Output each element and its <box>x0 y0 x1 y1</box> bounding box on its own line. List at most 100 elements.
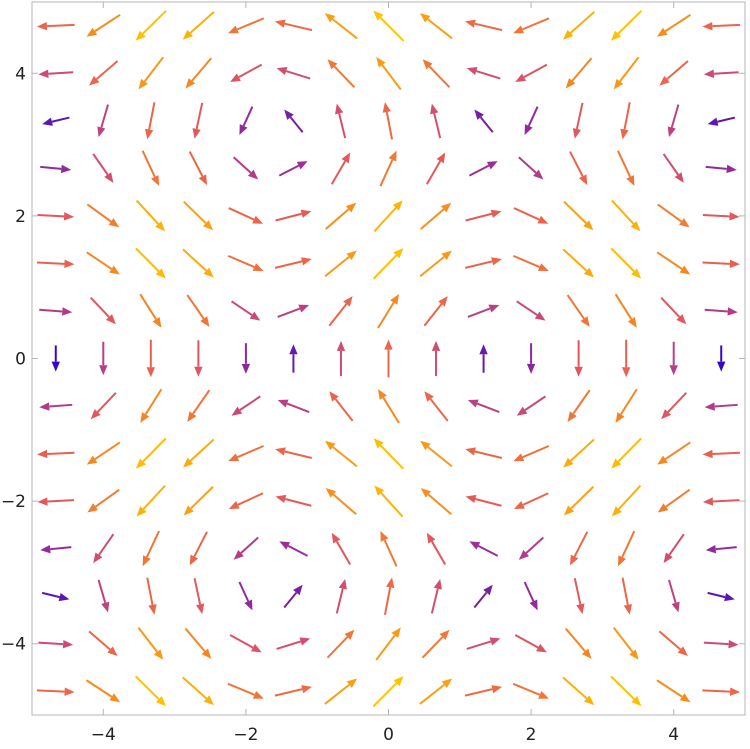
vector-arrow-shaft <box>36 689 65 693</box>
vector-arrow-shaft <box>142 437 167 463</box>
vector-arrow-shaft <box>289 116 304 133</box>
vector-arrow <box>86 203 120 228</box>
vector-arrow <box>135 437 167 469</box>
vector-arrow-shaft <box>664 13 692 33</box>
vector-arrow <box>283 584 303 609</box>
vector-arrow-head <box>431 340 441 351</box>
vector-arrow-head <box>183 505 194 516</box>
vector-arrow-shaft <box>474 22 503 32</box>
vector-arrow-head <box>580 316 590 327</box>
vector-arrow-head <box>631 268 642 279</box>
vector-arrow-head <box>64 259 75 269</box>
vector-arrow-head <box>380 530 389 542</box>
vector-arrow-shaft <box>703 641 729 646</box>
vector-arrow-head <box>198 174 207 186</box>
vector-arrow-shaft <box>617 150 632 178</box>
vector-arrow-head <box>627 317 637 328</box>
vector-arrow-shaft <box>182 200 207 224</box>
vector-arrow <box>228 17 265 34</box>
vector-arrow <box>426 532 447 565</box>
vector-arrow-head <box>516 406 528 416</box>
vector-arrow-shaft <box>189 11 215 34</box>
vector-arrow-head <box>346 250 357 261</box>
vector-arrow-head <box>420 440 431 451</box>
vector-arrow-shaft <box>188 151 204 177</box>
vector-arrow <box>659 60 689 86</box>
vector-arrow-shaft <box>430 540 447 565</box>
y-tick-label: 4 <box>15 64 26 84</box>
vector-arrow-head <box>187 411 197 422</box>
vector-arrow-shaft <box>562 676 588 700</box>
vector-arrow-shaft <box>702 261 730 265</box>
vector-arrow <box>231 395 261 416</box>
vector-arrow-shaft <box>702 689 731 693</box>
vector-arrow <box>39 402 73 411</box>
vector-arrow-shaft <box>423 303 443 327</box>
vector-arrow-head <box>420 487 432 498</box>
vector-arrow-head <box>669 365 678 376</box>
vector-arrow-shaft <box>425 160 442 185</box>
vector-arrow <box>85 679 121 703</box>
vector-arrow <box>567 389 591 422</box>
vector-arrow-head <box>189 554 199 566</box>
vector-arrow-shaft <box>284 498 312 507</box>
vector-arrow-head <box>581 648 592 659</box>
vector-arrow-head <box>676 314 687 325</box>
vector-arrow <box>135 199 166 232</box>
vector-arrow-head <box>343 296 353 307</box>
vector-arrow <box>611 199 641 232</box>
vector-arrow-head <box>489 637 501 646</box>
vector-arrow <box>518 156 544 180</box>
vector-arrow <box>137 626 164 660</box>
x-axis: −4 −2 0 2 4 <box>91 2 679 745</box>
vector-arrow <box>51 345 60 372</box>
vector-arrow-head <box>661 409 672 420</box>
vector-arrow-head <box>513 500 525 509</box>
vector-arrow-shaft <box>333 65 356 88</box>
vector-arrow-head <box>610 30 622 41</box>
vector-arrow <box>39 307 73 316</box>
vector-arrow <box>513 254 549 271</box>
vector-arrow-shaft <box>476 70 501 80</box>
vector-arrow-head <box>631 696 642 707</box>
vector-arrow-head <box>483 584 493 596</box>
vector-arrow-head <box>276 67 288 76</box>
vector-arrow <box>185 57 213 89</box>
vector-arrow-head <box>325 440 336 451</box>
vector-arrow <box>424 391 449 422</box>
vector-arrow <box>86 441 121 465</box>
vector-arrow-shaft <box>92 153 109 176</box>
vector-arrow <box>184 627 212 659</box>
vector-arrow-shaft <box>427 18 453 40</box>
vector-arrow <box>135 10 167 41</box>
vector-arrow <box>515 63 548 82</box>
vector-arrow <box>425 152 446 185</box>
vector-arrow-head <box>37 497 48 506</box>
vector-arrow-head <box>611 506 622 517</box>
vector-arrow-shaft <box>238 581 250 602</box>
vector-arrow <box>573 578 585 615</box>
vector-arrow <box>142 530 160 567</box>
vector-arrow-head <box>228 453 240 462</box>
vector-arrow <box>516 395 547 416</box>
vector-arrow-head <box>63 212 75 221</box>
vector-arrow-shaft <box>47 451 75 455</box>
vector-arrow-head <box>252 263 264 271</box>
vector-arrow <box>420 487 452 516</box>
vector-arrow-shaft <box>522 445 550 459</box>
vector-arrow-shaft <box>562 248 588 272</box>
vector-arrow-shaft <box>474 450 503 459</box>
vector-arrow-shaft <box>712 23 741 28</box>
vector-arrow <box>562 248 594 278</box>
vector-arrow-shaft <box>51 116 70 123</box>
vector-arrow <box>419 678 453 705</box>
vector-arrow-head <box>233 549 244 560</box>
vector-arrow-head <box>441 250 452 261</box>
vector-arrow-shaft <box>189 438 215 462</box>
vector-arrow-head <box>64 687 75 696</box>
vector-arrow-head <box>526 363 536 374</box>
vector-arrow-head <box>703 69 715 78</box>
vector-arrow-shaft <box>324 683 350 705</box>
vector-arrow <box>40 545 72 554</box>
